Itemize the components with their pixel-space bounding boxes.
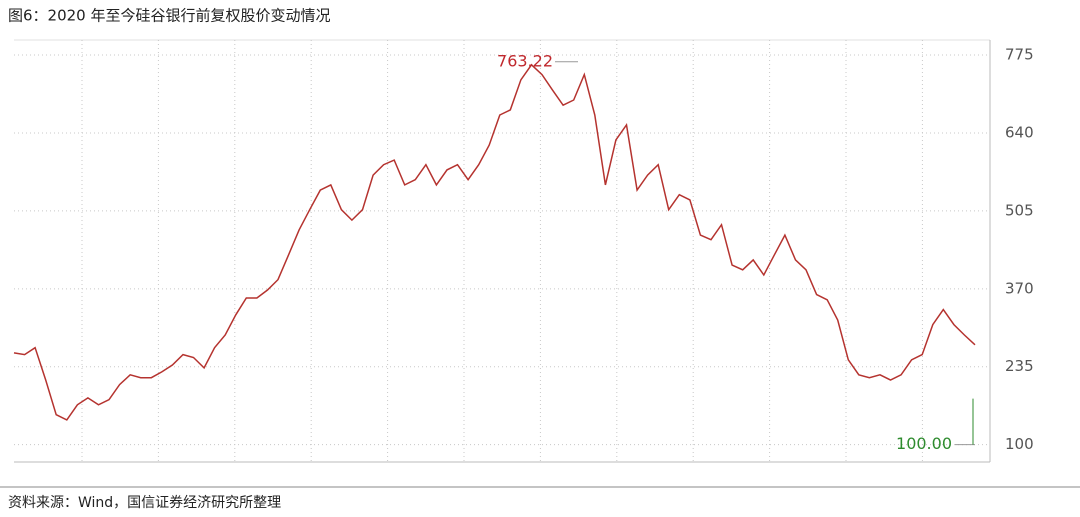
price-line: [13, 63, 976, 421]
y-tick-label: 235: [1005, 357, 1034, 375]
min-label: 100.00: [896, 434, 952, 453]
y-tick-label: 505: [1005, 201, 1034, 219]
y-tick-label: 640: [1005, 123, 1034, 141]
y-tick-label: 370: [1005, 279, 1034, 297]
y-tick-label: 775: [1005, 46, 1034, 64]
y-tick-label: 100: [1005, 435, 1034, 453]
chart-title: 图6：2020 年至今硅谷银行前复权股价变动情况: [8, 7, 331, 25]
source-note: 资料来源：Wind，国信证券经济研究所整理: [8, 495, 281, 511]
max-label: 763.22: [497, 51, 553, 70]
